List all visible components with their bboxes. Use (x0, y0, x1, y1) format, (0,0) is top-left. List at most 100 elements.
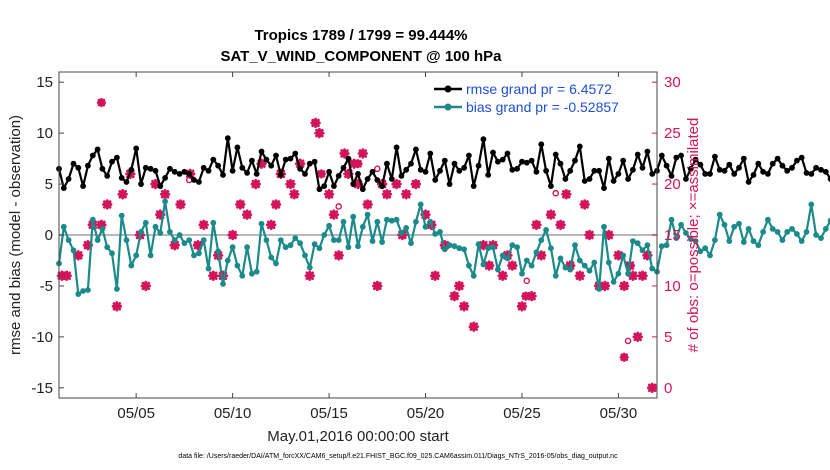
rmse-point (316, 186, 323, 193)
bias-point (331, 237, 337, 244)
rmse-point (798, 154, 805, 161)
bias-point (760, 229, 766, 235)
bias-point (726, 238, 733, 245)
bias-point (716, 211, 723, 218)
rmse-point (133, 145, 140, 152)
rmse-point (514, 165, 520, 172)
obs-assimilated-point (555, 219, 566, 231)
bias-point (191, 252, 197, 259)
obs-assimilated-point (270, 199, 282, 210)
bias-point (687, 236, 694, 243)
rmse-point (171, 168, 178, 175)
bias-point (755, 242, 762, 249)
rmse-point (523, 159, 530, 166)
bias-point (239, 272, 246, 279)
rmse-point (85, 162, 91, 169)
rmse-point (552, 151, 559, 158)
obs-assimilated-point (227, 229, 238, 241)
rmse-point (210, 156, 217, 163)
obs-possible-point (523, 277, 531, 285)
rmse-point (162, 175, 169, 181)
bias-point (437, 229, 443, 235)
bias-point (89, 216, 96, 223)
rmse-point (543, 167, 549, 174)
rmse-point (639, 164, 646, 171)
rmse-point (697, 161, 704, 168)
rmse-point (109, 158, 115, 165)
rmse-point (794, 157, 800, 164)
bias-point (186, 237, 193, 244)
legend-bias-marker (444, 103, 452, 111)
rmse-point (359, 186, 366, 193)
rmse-point (495, 158, 501, 165)
rmse-point (441, 157, 448, 164)
bias-point (268, 254, 275, 261)
y-left-tick-label: -10 (31, 329, 53, 346)
rmse-point (302, 171, 308, 177)
rmse-point (538, 141, 545, 148)
obs-assimilated-point (468, 321, 479, 332)
bias-point (668, 216, 675, 223)
rmse-point (625, 176, 631, 182)
rmse-point (784, 167, 791, 174)
bias-point (683, 230, 689, 236)
rmse-point (605, 155, 612, 162)
legend-bias-label: bias grand pr = -0.52857 (466, 99, 619, 115)
obs-assimilated-point (613, 250, 624, 261)
obs-assimilated-point (536, 250, 547, 261)
rmse-point (422, 168, 429, 175)
data-file-footer: data file: /Users/raeder/DAI/ATM_forcXX/… (178, 453, 618, 460)
obs-assimilated-point (323, 189, 335, 200)
bias-point (340, 218, 347, 225)
obs-assimilated-point (265, 219, 277, 231)
bias-point (321, 232, 328, 238)
obs-assimilated-point (637, 270, 648, 281)
bias-point (374, 218, 381, 225)
rmse-point (533, 168, 540, 175)
obs-assimilated-point (429, 270, 441, 281)
obs-assimilated-point (198, 219, 209, 231)
rmse-point (475, 162, 482, 169)
rmse-point (716, 166, 723, 173)
bias-point (663, 242, 670, 249)
bias-point (499, 252, 506, 259)
rmse-point (803, 170, 810, 176)
rmse-point (663, 162, 670, 169)
rmse-point (678, 152, 684, 159)
bias-point (712, 237, 718, 244)
obs-assimilated-point (531, 219, 542, 231)
rmse-point (615, 171, 622, 177)
obs-assimilated-point (381, 189, 393, 200)
bias-point (731, 223, 738, 230)
rmse-point (470, 183, 477, 190)
rmse-point (253, 171, 260, 177)
rmse-point (340, 164, 347, 171)
bias-point (345, 244, 352, 251)
obs-assimilated-point (619, 352, 629, 362)
rmse-point (224, 135, 231, 142)
bias-point (523, 257, 530, 264)
rmse-point (808, 171, 815, 177)
obs-assimilated-point (632, 331, 643, 343)
rmse-point (596, 167, 602, 174)
y-left-tick-label: 10 (36, 125, 53, 142)
bias-point (461, 246, 467, 253)
bias-point (509, 242, 516, 249)
bias-point (596, 286, 602, 292)
rmse-point (456, 167, 463, 174)
rmse-point (745, 179, 752, 185)
rmse-point (683, 176, 689, 182)
rmse-point (687, 165, 694, 172)
obs-assimilated-point (372, 280, 383, 292)
rmse-point (249, 157, 255, 164)
legend-rmse-marker (444, 85, 452, 93)
bias-point (432, 231, 439, 237)
obs-assimilated-point (208, 270, 219, 281)
bias-point (94, 237, 101, 244)
bias-point (692, 238, 699, 245)
bias-point (576, 257, 583, 264)
rmse-point (335, 173, 342, 179)
rmse-point (167, 165, 173, 172)
bias-point (408, 240, 414, 247)
